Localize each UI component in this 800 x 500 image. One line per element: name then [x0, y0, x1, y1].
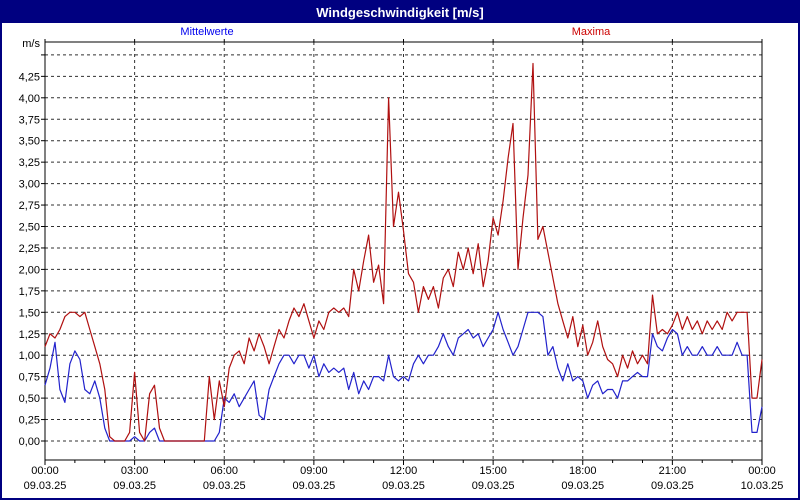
y-tick-label: 0,50 — [19, 393, 40, 405]
y-tick-label: 2,00 — [19, 264, 40, 276]
y-tick-label: 0,25 — [19, 415, 40, 427]
y-axis-unit-label: m/s — [22, 38, 40, 50]
y-tick-label: 3,50 — [19, 136, 40, 148]
y-tick-label: 3,75 — [19, 114, 40, 126]
x-tick-time-label: 00:00 — [748, 465, 776, 477]
x-tick-time-label: 21:00 — [659, 465, 687, 477]
y-tick-label: 2,25 — [19, 243, 40, 255]
y-tick-label: 1,75 — [19, 286, 40, 298]
x-tick-date-label: 09.03.25 — [292, 480, 335, 492]
window-title: Windgeschwindigkeit [m/s] — [316, 5, 484, 20]
x-tick-time-label: 18:00 — [569, 465, 597, 477]
y-tick-label: 0,75 — [19, 372, 40, 384]
plot-frame — [44, 41, 763, 461]
x-tick-time-label: 00:00 — [31, 465, 59, 477]
y-tick-label: 1,25 — [19, 329, 40, 341]
y-tick-label: 4,00 — [19, 93, 40, 105]
y-tick-label: 4,25 — [19, 71, 40, 83]
y-tick-label: 3,25 — [19, 157, 40, 169]
x-tick-date-label: 10.03.25 — [741, 480, 784, 492]
y-tick-label: 0,00 — [19, 436, 40, 448]
y-tick-label: 1,00 — [19, 350, 40, 362]
x-tick-date-label: 09.03.25 — [561, 480, 604, 492]
y-tick-label: 3,00 — [19, 179, 40, 191]
x-tick-time-label: 12:00 — [390, 465, 418, 477]
x-tick-date-label: 09.03.25 — [203, 480, 246, 492]
x-tick-date-label: 09.03.25 — [651, 480, 694, 492]
x-tick-time-label: 03:00 — [121, 465, 149, 477]
legend-mittelwerte-label: Mittelwerte — [180, 26, 234, 38]
y-tick-label: 2,50 — [19, 222, 40, 234]
x-tick-time-label: 09:00 — [300, 465, 328, 477]
title-bar: Windgeschwindigkeit [m/s] — [2, 2, 798, 23]
y-tick-label: 1,50 — [19, 307, 40, 319]
x-tick-time-label: 15:00 — [479, 465, 507, 477]
x-tick-date-label: 09.03.25 — [382, 480, 425, 492]
x-tick-time-label: 06:00 — [210, 465, 238, 477]
legend-maxima-label: Maxima — [571, 26, 611, 38]
x-tick-date-label: 09.03.25 — [24, 480, 67, 492]
x-tick-date-label: 09.03.25 — [113, 480, 156, 492]
y-tick-label: 2,75 — [19, 200, 40, 212]
maxima-series-line — [44, 62, 763, 442]
x-tick-date-label: 09.03.25 — [472, 480, 515, 492]
